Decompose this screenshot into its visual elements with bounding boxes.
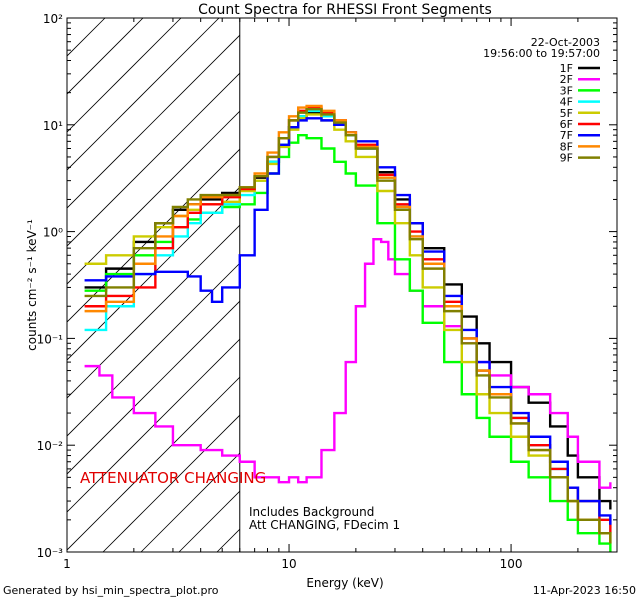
hatch-line xyxy=(67,18,220,171)
y-tick-label: 10¹ xyxy=(43,119,63,133)
attenuator-label: ATTENUATOR CHANGING xyxy=(80,469,266,487)
series-line-9F xyxy=(84,107,612,544)
y-tick-label: 10⁻³ xyxy=(37,546,64,560)
x-tick-label: 1 xyxy=(63,557,71,571)
y-axis-label: counts cm⁻² s⁻¹ keV⁻¹ xyxy=(25,219,39,351)
legend-label-2F: 2F xyxy=(560,73,573,86)
y-tick-label: 10² xyxy=(43,12,63,26)
y-tick-label: 10⁻¹ xyxy=(37,332,64,346)
y-tick-label: 10⁻² xyxy=(37,439,64,453)
legend-label-9F: 9F xyxy=(560,152,573,165)
legend-label-5F: 5F xyxy=(560,107,573,120)
hatch-line xyxy=(67,18,258,209)
y-tick-label: 10⁰ xyxy=(43,226,63,240)
series-group xyxy=(84,104,612,552)
plot-frame xyxy=(66,17,618,553)
x-tick-label: 10 xyxy=(281,557,296,571)
legend-label-7F: 7F xyxy=(560,129,573,142)
axis-ticks: 1 10 100 10² 10¹ 10⁰ 10⁻¹ 10⁻² 10⁻³ xyxy=(37,12,618,571)
annotation-line-1: Includes Background xyxy=(249,505,374,519)
hatch-line xyxy=(67,18,296,247)
time-range-label: 19:56:00 to 19:57:00 xyxy=(483,47,600,60)
chart-title: Count Spectra for RHESSI Front Segments xyxy=(198,2,492,18)
date-label: 22-Oct-2003 xyxy=(531,36,600,49)
footer-generated-by: Generated by hsi_min_spectra_plot.pro xyxy=(3,584,219,597)
x-tick-label: 100 xyxy=(500,557,523,571)
legend-label-3F: 3F xyxy=(560,84,573,97)
series-line-2F xyxy=(84,237,612,489)
legend-label-8F: 8F xyxy=(560,140,573,153)
series-line-7F xyxy=(84,117,612,525)
footer-timestamp: 11-Apr-2023 16:50 xyxy=(533,584,636,597)
x-axis-label: Energy (keV) xyxy=(306,576,383,590)
legend-label-4F: 4F xyxy=(560,96,573,109)
hatch-line xyxy=(67,18,182,133)
annotation-line-2: Att CHANGING, FDecim 1 xyxy=(249,518,400,532)
legend-label-6F: 6F xyxy=(560,118,573,131)
legend-label-1F: 1F xyxy=(560,62,573,75)
